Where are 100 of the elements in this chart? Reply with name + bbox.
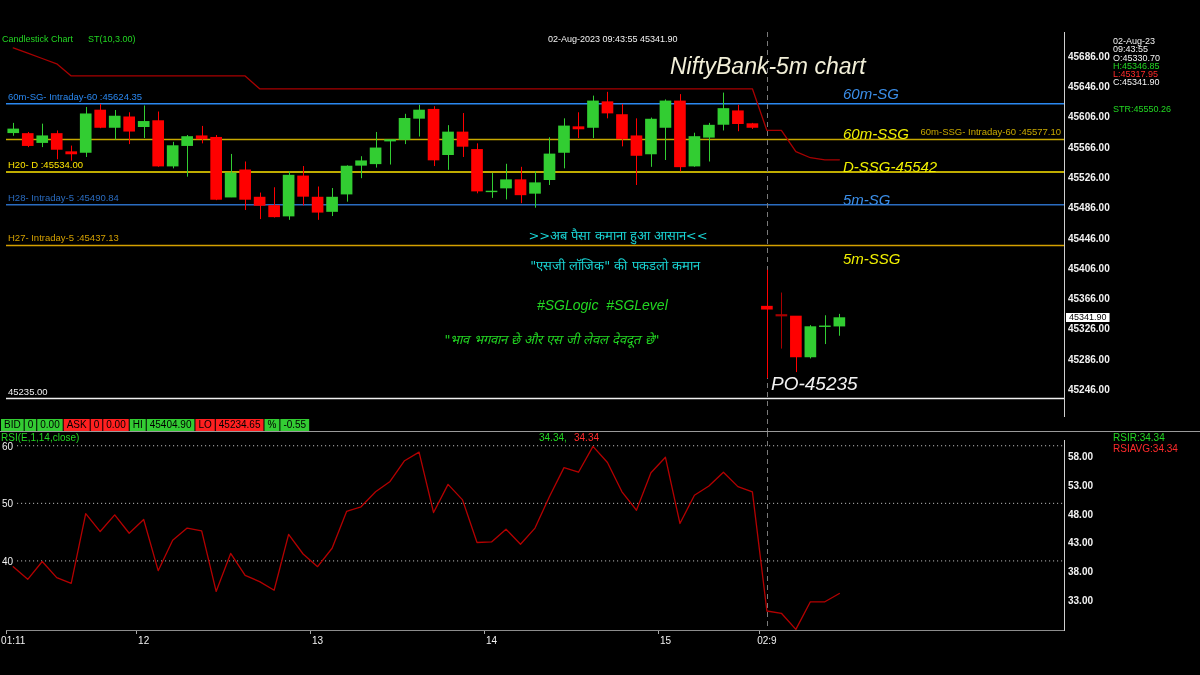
annotation: 5m-SG (843, 191, 891, 208)
x-tick-label: 12 (138, 634, 150, 646)
candlestick (456, 112, 469, 158)
y-tick-label: 45286.00 (1068, 353, 1111, 365)
annotation: "एसजी लॉजिक" की पकडलो कमान (530, 258, 701, 273)
ref-line-label: 60 (2, 440, 14, 452)
text: NiftyBank-5m chart (670, 53, 868, 79)
annotation: PO-45235 (771, 373, 859, 394)
annotation: >>अब पैसा कमाना हुआ आसान<< (528, 228, 708, 245)
ref-line-label: 60m-SSG- Intraday-60 :45577.10 (920, 126, 1061, 138)
y-tick-label: 45446.00 (1068, 232, 1111, 244)
text: RSIAVG:34.34 (1113, 443, 1179, 454)
y-tick-label: 33.00 (1068, 594, 1094, 606)
candlestick (833, 313, 846, 337)
y-tick-label: 45366.00 (1068, 293, 1111, 305)
candlestick (413, 104, 425, 138)
annotation: 60m-SSG (843, 125, 910, 142)
candlestick (355, 155, 367, 179)
y-tick-label: 45566.00 (1068, 141, 1111, 153)
y-tick-label: 45406.00 (1068, 262, 1111, 274)
annotation: 02-Aug-2023 09:43:55 45341.90 (548, 34, 678, 44)
candlestick (108, 109, 121, 141)
y-tick-label: 45526.00 (1068, 171, 1111, 183)
candlestick (703, 122, 715, 163)
candlestick (761, 269, 773, 379)
ref-line-label: 40 (2, 555, 14, 567)
text: 45341.90 (1069, 312, 1107, 323)
text: LO (198, 419, 212, 431)
text: 45234.65 (218, 419, 261, 431)
annotation: 60m-SG (843, 85, 900, 102)
text: 0 (27, 419, 34, 431)
annotation: 5m-SSG (843, 250, 901, 267)
candlestick (311, 186, 324, 221)
ref-line-label: H27- Intraday-5 :45437.13 (8, 232, 119, 244)
ref-line-label: 45235.00 (8, 385, 48, 397)
x-tick-label: 14 (485, 634, 498, 646)
y-tick-label: 45606.00 (1068, 111, 1111, 123)
candlestick (442, 124, 454, 171)
candlestick (181, 134, 193, 178)
annotation: #SGLogic #SGLevel (537, 297, 669, 313)
y-tick-label: 58.00 (1068, 451, 1094, 463)
x-tick-label: 01:11 (1, 634, 26, 646)
annotation: 34.34, (539, 432, 567, 443)
annotation: D-SSG-45542 (843, 158, 938, 175)
candlestick (601, 91, 614, 119)
y-tick-label: 48.00 (1068, 508, 1094, 520)
candlestick (253, 192, 266, 220)
x-tick-label: 13 (312, 634, 324, 646)
candlestick (94, 103, 107, 129)
text: C:45341.90 (1113, 77, 1160, 87)
annotation: 34.34 (574, 432, 600, 443)
y-tick-label: 38.00 (1068, 566, 1094, 578)
chart-subtitle: Candlestick Chart (2, 34, 74, 44)
text: H:45346.85 (1113, 61, 1160, 71)
text: ASK (66, 419, 88, 431)
text: L:45317.95 (1113, 69, 1159, 79)
y-tick-label: 45326.00 (1068, 323, 1111, 335)
text: BID (4, 419, 21, 431)
y-tick-label: 53.00 (1068, 479, 1094, 491)
candlestick (326, 187, 338, 217)
candlestick (297, 165, 309, 206)
text: RSIR:34.34 (1113, 432, 1166, 443)
y-tick-label: 43.00 (1068, 537, 1094, 549)
text: 0 (93, 419, 100, 431)
candlestick (529, 170, 541, 209)
candlestick (50, 129, 63, 160)
y-tick-label: 45646.00 (1068, 81, 1111, 93)
text: O:45330.70 (1113, 53, 1161, 63)
candlestick (732, 104, 744, 132)
x-tick-label: 15 (659, 634, 672, 646)
candlestick (369, 131, 382, 169)
candlestick (137, 104, 150, 139)
candlestick (384, 139, 396, 166)
ref-line-label: H28- Intraday-5 :45490.84 (8, 191, 119, 203)
y-tick-label: 45486.00 (1068, 202, 1111, 214)
ref-line-label: 50 (2, 498, 14, 510)
candlestick (123, 111, 136, 145)
candlestick (36, 123, 49, 148)
text: 02-Aug-23 (1113, 36, 1156, 46)
text: STR:45550.26 (1113, 104, 1172, 114)
candlestick (572, 111, 585, 139)
candlestick (630, 117, 643, 186)
text: % (267, 419, 277, 431)
text: 0.00 (40, 419, 61, 431)
ref-line-label: 60m-SG- Intraday-60 :45624.35 (8, 90, 143, 102)
x-tick-label: 02:9 (757, 634, 778, 646)
ref-line-label: H20- D :45534.00 (8, 159, 83, 171)
text: HI (132, 419, 143, 431)
candlestick (500, 163, 512, 200)
text: 45404.90 (149, 419, 192, 431)
text: 0.00 (106, 419, 127, 431)
candlestick (717, 92, 730, 131)
annotation: "भाव भगवान छे और एस जी लेवल देवदूत छे" (444, 332, 660, 348)
candlestick (398, 113, 411, 145)
y-tick-label: 45686.00 (1068, 50, 1111, 62)
candlestick (268, 186, 280, 219)
chart-title: RSI(E,1,14,close) (1, 432, 80, 443)
candlestick (166, 141, 179, 169)
candlestick (514, 166, 527, 204)
text: -0.55 (283, 419, 307, 431)
